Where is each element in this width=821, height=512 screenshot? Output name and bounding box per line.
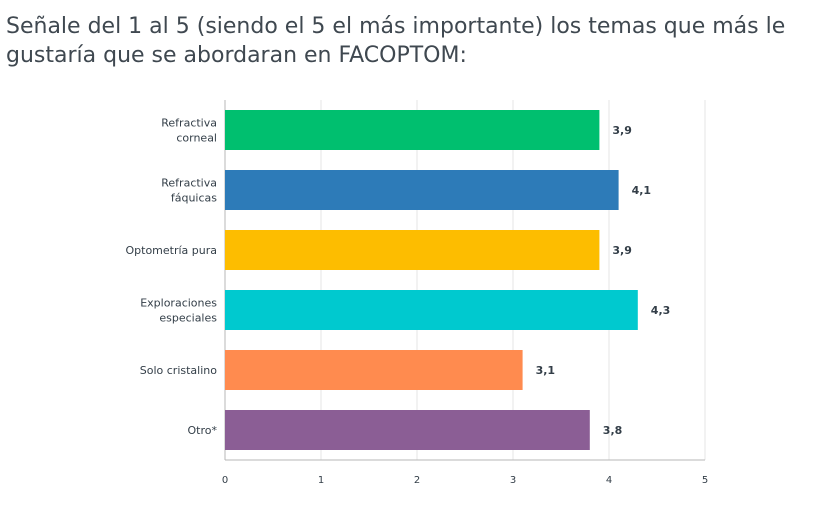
- category-label-line: Otro*: [188, 424, 218, 437]
- x-tick-label: 1: [318, 475, 324, 486]
- gridlines: [224, 100, 706, 461]
- bar[interactable]: [225, 350, 523, 390]
- category-label: Solo cristalino: [140, 364, 217, 377]
- x-tick-label: 5: [702, 475, 708, 486]
- x-tick-label: 2: [414, 475, 420, 486]
- category-label-line: corneal: [176, 132, 217, 145]
- bar[interactable]: [225, 410, 590, 450]
- category-label: Refractiva corneal: [161, 117, 217, 145]
- category-label: Exploraciones especiales: [140, 297, 217, 325]
- category-label-line: Optometría pura: [125, 244, 217, 257]
- bar[interactable]: [225, 110, 600, 150]
- category-label-line: Refractiva: [161, 117, 217, 130]
- value-label: 3,9: [612, 124, 632, 137]
- value-label: 4,3: [651, 304, 671, 317]
- bar[interactable]: [225, 290, 638, 330]
- question-title: Señale del 1 al 5 (siendo el 5 el más im…: [6, 14, 786, 68]
- category-labels: Refractiva corneal Refractiva fáquicas Optom…: [125, 117, 217, 438]
- x-tick-label: 0: [222, 475, 228, 486]
- x-tick-label: 4: [606, 475, 612, 486]
- category-label-line: Refractiva: [161, 177, 217, 190]
- category-label: Refractiva fáquicas: [161, 177, 217, 205]
- x-axis-ticks: 0 1 2 3 4 5: [222, 475, 708, 486]
- bar[interactable]: [225, 230, 600, 270]
- bar[interactable]: [225, 170, 619, 210]
- value-label: 4,1: [632, 184, 652, 197]
- x-tick-label: 3: [510, 475, 516, 486]
- value-labels: 3,9 4,1 3,9 4,3 3,1 3,8: [536, 124, 671, 437]
- category-label-line: Solo cristalino: [140, 364, 217, 377]
- category-label-line: Exploraciones: [140, 297, 217, 310]
- category-label: Optometría pura: [125, 244, 217, 257]
- category-label-line: fáquicas: [171, 192, 217, 205]
- category-label: Otro*: [188, 424, 218, 437]
- value-label: 3,1: [536, 364, 556, 377]
- bars: [225, 110, 638, 450]
- value-label: 3,9: [612, 244, 632, 257]
- value-label: 3,8: [603, 424, 623, 437]
- category-label-line: especiales: [159, 312, 217, 325]
